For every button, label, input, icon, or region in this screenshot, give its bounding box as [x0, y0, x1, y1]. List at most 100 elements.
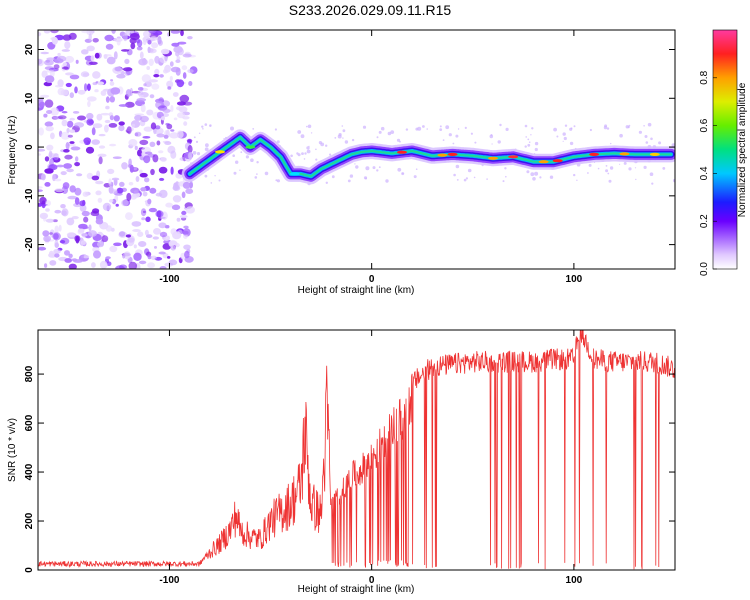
noise-blob — [63, 163, 73, 169]
noise-blob — [105, 43, 114, 50]
noise-blob — [121, 162, 128, 170]
noise-blob — [74, 86, 78, 94]
noise-blob — [183, 233, 188, 239]
noise-blob — [122, 33, 128, 42]
noise-dot — [607, 172, 610, 175]
noise-blob — [142, 191, 148, 197]
noise-dot — [662, 167, 666, 170]
noise-dot — [378, 130, 382, 134]
noise-blob — [88, 224, 92, 231]
noise-blob — [137, 149, 143, 157]
noise-blob — [38, 189, 43, 192]
colorbar-tick-label: 0.6 — [699, 118, 710, 132]
noise-dot — [463, 178, 467, 182]
noise-dot — [344, 140, 349, 144]
noise-blob — [186, 138, 193, 143]
noise-blob — [106, 56, 116, 65]
ridge-hotspot — [215, 150, 225, 154]
noise-blob — [98, 156, 103, 165]
noise-dot — [274, 128, 277, 131]
noise-blob — [148, 30, 157, 34]
noise-blob — [167, 256, 171, 259]
noise-blob — [54, 253, 60, 258]
noise-dot — [539, 176, 542, 179]
noise-blob — [74, 187, 82, 196]
noise-blob — [53, 64, 60, 70]
noise-blob — [164, 64, 172, 73]
noise-blob — [81, 30, 92, 34]
noise-blob — [57, 79, 64, 87]
noise-dot — [250, 158, 254, 162]
noise-blob — [99, 260, 108, 269]
noise-dot — [300, 134, 305, 139]
noise-blob — [109, 245, 118, 253]
noise-blob — [49, 260, 57, 266]
noise-blob — [172, 92, 179, 97]
x-tick-label: -100 — [159, 575, 179, 586]
noise-dot — [240, 151, 243, 154]
noise-blob — [45, 59, 50, 63]
noise-blob — [50, 132, 55, 140]
noise-dot — [534, 141, 539, 146]
noise-blob — [125, 101, 135, 108]
noise-blob — [134, 145, 138, 151]
noise-blob — [180, 30, 184, 37]
noise-blob — [177, 41, 187, 45]
noise-dot — [504, 167, 507, 170]
noise-blob — [100, 90, 107, 96]
noise-dot — [426, 128, 429, 130]
noise-blob — [91, 175, 100, 181]
noise-blob — [92, 82, 98, 86]
ridge-hotspot — [552, 159, 563, 163]
noise-blob — [81, 49, 89, 55]
noise-blob — [161, 116, 165, 121]
noise-dot — [415, 127, 419, 131]
noise-blob — [45, 208, 50, 212]
noise-blob — [92, 38, 99, 43]
noise-dot — [306, 146, 310, 150]
noise-blob — [97, 81, 105, 86]
noise-dot — [192, 151, 197, 155]
colorbar-label: Normalized spectral amplitude — [737, 82, 748, 217]
noise-blob — [80, 255, 85, 259]
noise-dot — [658, 141, 662, 145]
x-tick-label: 100 — [566, 274, 583, 285]
noise-blob — [118, 121, 125, 126]
noise-blob — [60, 131, 70, 140]
noise-dot — [342, 137, 344, 139]
noise-blob — [51, 36, 59, 45]
y-tick-label: -20 — [24, 237, 35, 252]
noise-dot — [647, 122, 652, 127]
noise-blob — [97, 241, 104, 248]
noise-blob — [151, 83, 160, 90]
noise-blob — [88, 230, 97, 237]
noise-blob — [181, 210, 187, 216]
noise-blob — [86, 83, 91, 91]
noise-blob — [148, 58, 154, 66]
noise-blob — [66, 120, 74, 128]
noise-blob — [139, 169, 143, 174]
noise-blob — [44, 99, 54, 108]
noise-blob — [142, 136, 151, 139]
noise-blob — [63, 149, 70, 153]
noise-blob — [156, 133, 165, 138]
noise-blob — [64, 55, 75, 64]
noise-blob — [162, 108, 171, 113]
noise-blob — [80, 71, 90, 78]
noise-blob — [83, 137, 91, 144]
noise-blob — [67, 134, 73, 138]
noise-blob — [69, 74, 80, 80]
ridge-hotspot — [538, 160, 549, 164]
noise-dot — [505, 175, 507, 178]
snr-series-line — [38, 330, 675, 570]
noise-dot — [264, 171, 269, 176]
noise-dot — [527, 138, 530, 141]
noise-dot — [337, 134, 342, 139]
noise-blob — [50, 107, 59, 116]
x-tick-label: 0 — [369, 274, 375, 285]
noise-blob — [58, 115, 67, 120]
noise-blob — [135, 176, 140, 182]
noise-blob — [109, 115, 114, 121]
noise-blob — [83, 216, 89, 223]
noise-blob — [182, 116, 190, 120]
